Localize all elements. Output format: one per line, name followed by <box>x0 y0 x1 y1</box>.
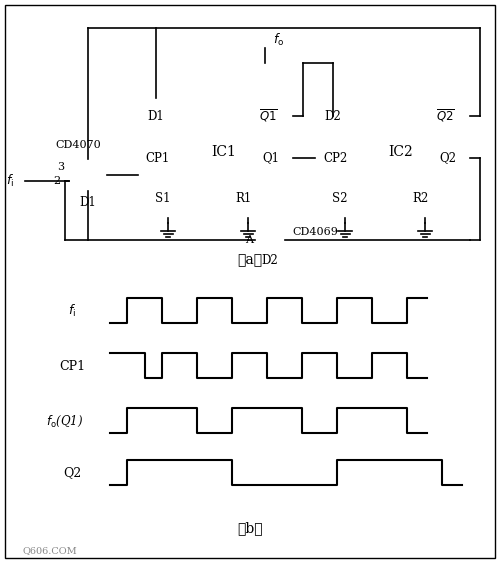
Text: CD4070: CD4070 <box>55 140 101 150</box>
Text: （b）: （b） <box>237 521 263 535</box>
Text: R1: R1 <box>235 191 251 204</box>
Text: Q1: Q1 <box>262 151 280 164</box>
Text: $f_{\rm o}$(Q1): $f_{\rm o}$(Q1) <box>46 413 84 428</box>
Text: IC1: IC1 <box>211 145 236 159</box>
Text: CD4069: CD4069 <box>292 227 338 237</box>
Text: 2: 2 <box>54 176 60 186</box>
Text: $f_{\rm i}$: $f_{\rm i}$ <box>68 303 76 319</box>
Text: 3: 3 <box>58 162 64 172</box>
Text: Q2: Q2 <box>63 467 81 480</box>
Text: $\overline{Q1}$: $\overline{Q1}$ <box>258 108 278 124</box>
Circle shape <box>262 60 268 65</box>
Circle shape <box>86 238 90 243</box>
Circle shape <box>246 238 250 243</box>
Text: $\overline{Q2}$: $\overline{Q2}$ <box>436 108 454 124</box>
Text: （a）: （a） <box>238 253 262 267</box>
Circle shape <box>22 178 28 184</box>
Text: R2: R2 <box>412 191 428 204</box>
Text: S1: S1 <box>155 191 171 204</box>
Text: $f_{\rm i}$: $f_{\rm i}$ <box>6 173 14 189</box>
Text: S2: S2 <box>332 191 348 204</box>
Bar <box>255 229 285 251</box>
Text: IC2: IC2 <box>388 145 412 159</box>
Text: Q606.COM: Q606.COM <box>22 547 78 556</box>
Text: CP1: CP1 <box>146 151 170 164</box>
Bar <box>138 98 293 218</box>
Circle shape <box>154 25 158 30</box>
Text: CP2: CP2 <box>323 151 347 164</box>
Bar <box>315 98 470 218</box>
Text: D2: D2 <box>262 253 278 266</box>
Text: CP1: CP1 <box>59 360 85 373</box>
Text: D2: D2 <box>324 109 342 123</box>
Text: A: A <box>245 235 253 245</box>
Text: D1: D1 <box>148 109 164 123</box>
Circle shape <box>468 238 472 243</box>
Text: $f_{\rm o}$: $f_{\rm o}$ <box>273 32 284 48</box>
Text: D1: D1 <box>80 196 96 209</box>
Text: Q2: Q2 <box>440 151 456 164</box>
Bar <box>69 159 107 191</box>
